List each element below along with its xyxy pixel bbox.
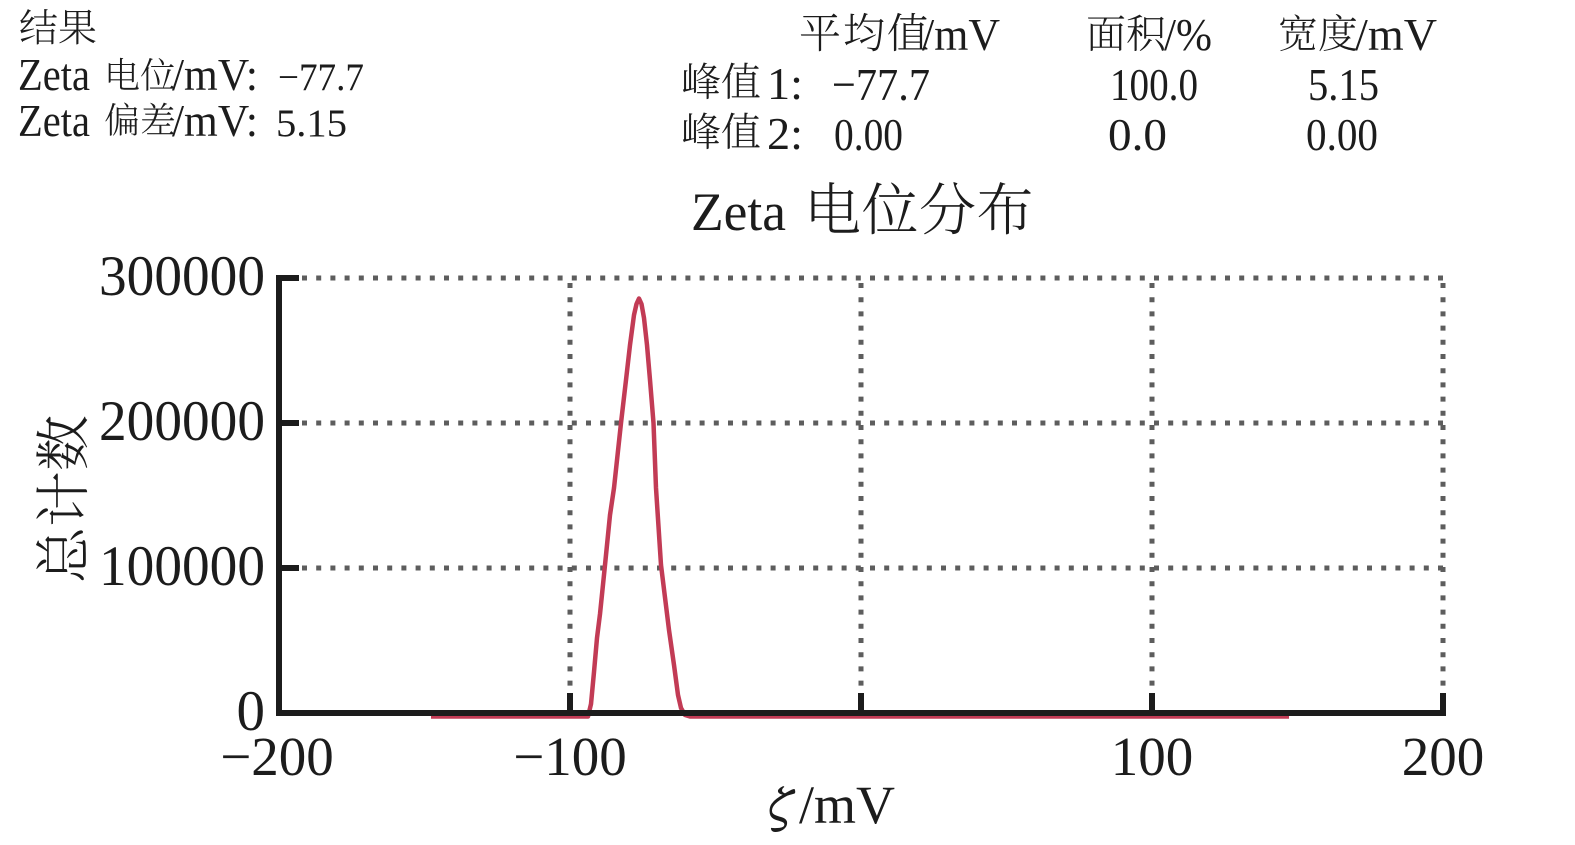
svg-text:200000: 200000: [99, 390, 265, 453]
svg-text:−77.7: −77.7: [832, 59, 930, 110]
svg-text:Zeta: Zeta: [18, 49, 90, 100]
svg-text:100.0: 100.0: [1110, 59, 1198, 110]
svg-text:100000: 100000: [99, 535, 265, 598]
svg-text:/%: /%: [1164, 9, 1212, 60]
svg-text:/mV: /mV: [922, 9, 1000, 60]
svg-text:2:: 2:: [767, 108, 803, 159]
svg-text:/mV:: /mV:: [172, 95, 258, 146]
svg-text:0.00: 0.00: [834, 109, 903, 160]
svg-text:300000: 300000: [99, 245, 265, 308]
svg-text:/mV: /mV: [799, 775, 895, 835]
svg-text:1:: 1:: [767, 58, 803, 109]
svg-text:/mV:: /mV:: [172, 49, 258, 100]
svg-text:0.00: 0.00: [1306, 109, 1378, 160]
svg-text:−77.7: −77.7: [278, 56, 364, 99]
svg-text:100: 100: [1111, 726, 1194, 787]
svg-text:200: 200: [1402, 726, 1485, 787]
svg-text:/mV: /mV: [1355, 9, 1437, 60]
svg-text:5.15: 5.15: [276, 102, 347, 145]
svg-text:−100: −100: [513, 726, 627, 787]
svg-text:0: 0: [237, 680, 266, 743]
svg-text:Zeta: Zeta: [18, 95, 90, 146]
svg-text:5.15: 5.15: [1308, 59, 1379, 110]
svg-text:−200: −200: [220, 726, 334, 787]
svg-text:0.0: 0.0: [1108, 109, 1167, 160]
svg-text:Zeta: Zeta: [691, 182, 786, 242]
